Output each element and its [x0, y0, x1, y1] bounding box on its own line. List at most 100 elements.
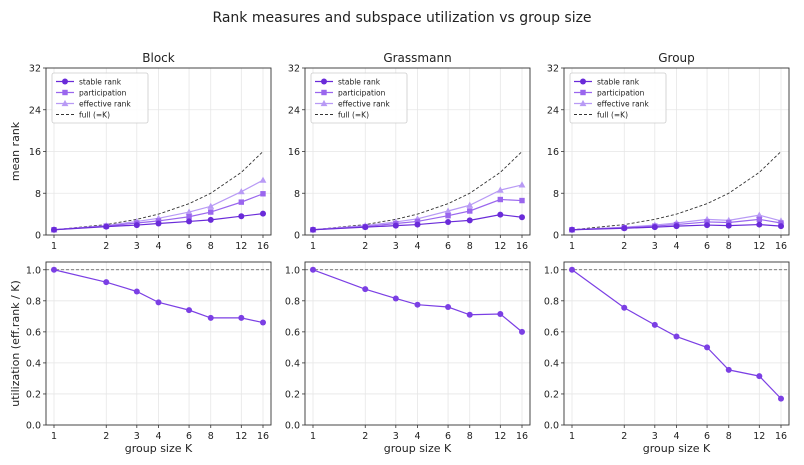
utilization-point	[392, 295, 399, 302]
series-2-point	[207, 202, 215, 209]
series-0-point	[392, 222, 399, 229]
utilization-point	[704, 344, 711, 351]
x-tick-label: 3	[393, 241, 399, 252]
y-tick-label: 1.0	[544, 265, 559, 276]
legend-marker	[62, 78, 68, 85]
legend-label: effective rank	[338, 99, 390, 108]
y-tick-label: 0.6	[285, 327, 300, 338]
y-tick-label: 0.8	[285, 296, 300, 307]
series-0-point	[519, 214, 525, 221]
utilization-point	[673, 333, 680, 340]
utilization-point	[778, 395, 784, 402]
series-2-point	[496, 186, 504, 193]
legend-label: stable rank	[597, 77, 640, 86]
x-tick-label: 1	[310, 431, 316, 442]
x-tick-label: 16	[257, 431, 269, 442]
x-axis-label: group size K	[125, 442, 193, 455]
series-1-point	[260, 191, 266, 197]
y-tick-label: 16	[547, 147, 559, 158]
x-tick-label: 12	[494, 241, 506, 252]
x-tick-label: 4	[673, 241, 679, 252]
x-tick-label: 2	[103, 241, 109, 252]
y-axis-label: mean rank	[9, 121, 22, 181]
series-line-1	[312, 198, 523, 231]
x-axis-label: group size K	[384, 442, 452, 455]
series-0-point	[186, 218, 193, 225]
series-1-point	[756, 216, 763, 223]
utilization-line	[571, 269, 782, 400]
series-2-point	[466, 201, 474, 208]
x-tick-label: 12	[753, 431, 765, 442]
x-tick-label: 4	[414, 241, 420, 252]
x-tick-label: 12	[494, 431, 506, 442]
utilization-point	[519, 328, 525, 335]
series-1-point	[238, 199, 245, 205]
x-tick-label: 3	[652, 241, 658, 252]
series-1-point	[519, 197, 525, 204]
series-1-point	[208, 209, 214, 215]
utilization-point	[362, 286, 369, 293]
x-tick-label: 4	[673, 431, 679, 442]
series-2-point	[518, 181, 526, 188]
series-0-point	[569, 226, 575, 233]
x-tick-label: 2	[362, 241, 368, 252]
y-tick-label: 0.8	[26, 296, 41, 307]
series-line-3	[53, 151, 264, 231]
legend-marker	[320, 99, 328, 107]
legend-label: full (=K)	[79, 110, 110, 119]
utilization-point	[207, 314, 214, 321]
utilization-point	[725, 366, 732, 373]
y-axis-label: utilization (eff.rank / K)	[9, 280, 22, 406]
y-tick-label: 0.4	[26, 358, 41, 369]
series-0-point	[103, 223, 110, 230]
series-2-point	[237, 188, 245, 195]
x-tick-label: 16	[775, 431, 787, 442]
utilization-point	[466, 311, 473, 318]
series-line-0	[53, 213, 264, 231]
panel-title: Group	[658, 51, 695, 65]
axes-frame	[304, 67, 531, 236]
series-0-point	[155, 220, 162, 227]
y-tick-label: 0.4	[285, 358, 300, 369]
utilization-point	[260, 319, 266, 326]
legend-label: stable rank	[338, 77, 381, 86]
utilization-point	[445, 304, 452, 311]
series-0-point	[497, 211, 504, 218]
series-line-1	[571, 218, 782, 231]
x-tick-label: 16	[775, 241, 787, 252]
y-tick-label: 0.0	[285, 421, 300, 432]
legend-box	[569, 72, 667, 124]
utilization-point	[651, 321, 658, 328]
utilization-point	[497, 311, 504, 318]
x-tick-label: 3	[134, 241, 140, 252]
x-tick-label: 6	[704, 241, 710, 252]
y-tick-label: 0.6	[544, 327, 559, 338]
utilization-point	[310, 266, 316, 273]
utilization-point	[133, 288, 140, 295]
series-line-2	[53, 179, 264, 231]
x-tick-label: 16	[516, 241, 528, 252]
x-tick-label: 6	[445, 241, 451, 252]
y-tick-label: 8	[35, 189, 41, 200]
legend-label: full (=K)	[597, 110, 628, 119]
series-0-point	[238, 213, 245, 220]
axes-frame	[563, 261, 790, 426]
axes-frame	[563, 67, 790, 236]
legend-label: participation	[79, 88, 127, 97]
legend-label: effective rank	[597, 99, 649, 108]
x-tick-label: 6	[186, 241, 192, 252]
x-tick-label: 8	[467, 431, 473, 442]
x-tick-label: 16	[257, 241, 269, 252]
series-line-3	[312, 151, 523, 231]
series-0-point	[207, 216, 214, 223]
utilization-point	[186, 307, 193, 314]
x-tick-label: 8	[726, 241, 732, 252]
series-0-point	[414, 221, 421, 228]
x-tick-label: 2	[103, 431, 109, 442]
series-0-point	[466, 217, 473, 224]
series-0-point	[362, 224, 369, 231]
legend-marker	[62, 89, 68, 96]
